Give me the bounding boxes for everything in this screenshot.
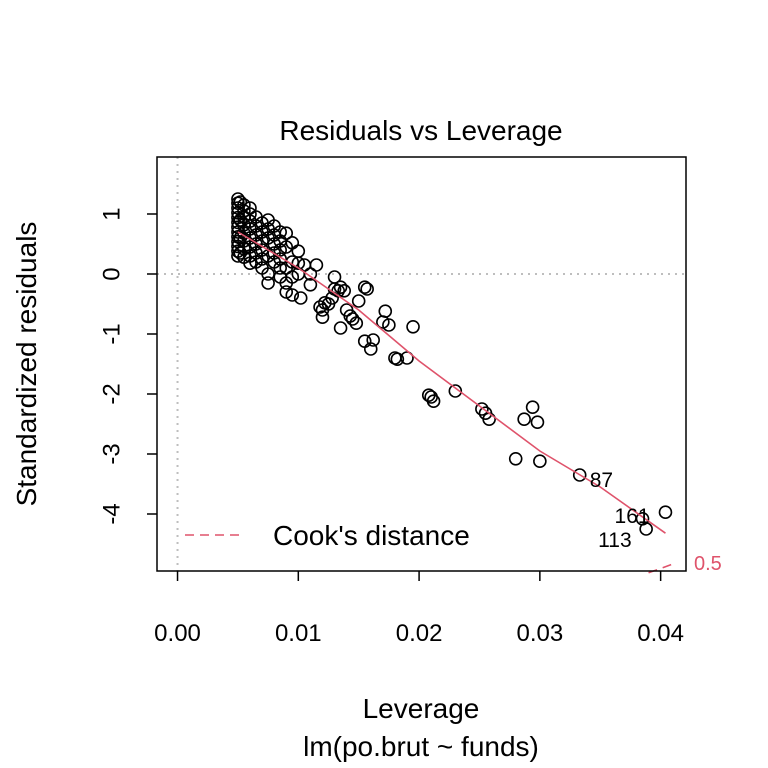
data-point bbox=[303, 277, 318, 292]
data-point bbox=[285, 288, 300, 302]
data-point bbox=[351, 294, 366, 308]
data-point bbox=[333, 321, 348, 335]
x-tick-label: 0.02 bbox=[396, 620, 443, 647]
legend: Cook's distance bbox=[185, 520, 470, 551]
x-axis-title: Leverage bbox=[363, 693, 480, 724]
data-point bbox=[273, 225, 287, 239]
data-point bbox=[345, 312, 360, 326]
data-point bbox=[357, 280, 372, 295]
data-point bbox=[313, 300, 327, 314]
data-point bbox=[406, 319, 420, 334]
data-point bbox=[517, 412, 531, 427]
x-tick-label: 0.00 bbox=[154, 620, 201, 647]
y-tick-label: 1 bbox=[99, 207, 126, 220]
data-point bbox=[390, 352, 405, 367]
smoother-line bbox=[237, 231, 666, 534]
data-point bbox=[533, 454, 547, 469]
data-point bbox=[243, 256, 257, 271]
reference-lines bbox=[157, 157, 686, 571]
x-tick-label: 0.03 bbox=[517, 620, 564, 647]
point-label: 87 bbox=[590, 469, 613, 492]
chart-title: Residuals vs Leverage bbox=[279, 115, 562, 146]
data-point bbox=[475, 402, 489, 416]
data-point bbox=[400, 351, 414, 365]
data-point bbox=[233, 246, 248, 260]
data-point bbox=[273, 261, 287, 275]
y-tick-label: -3 bbox=[99, 443, 126, 464]
y-tick-label: -1 bbox=[99, 323, 126, 344]
data-point bbox=[279, 226, 294, 240]
data-point bbox=[639, 522, 653, 536]
point-label: 161 bbox=[615, 505, 650, 528]
data-point bbox=[337, 283, 352, 298]
legend-label: Cook's distance bbox=[273, 520, 470, 551]
axes: 0.00 0.01 0.02 0.03 0.04 -4 -3 -2 -1 0 1 bbox=[99, 207, 684, 647]
data-point bbox=[363, 342, 378, 356]
data-point bbox=[261, 276, 275, 290]
data-points bbox=[231, 192, 673, 536]
data-point bbox=[426, 394, 441, 409]
point-label: 113 bbox=[598, 529, 631, 552]
y-tick-label: -2 bbox=[99, 383, 126, 404]
y-tick-label: 0 bbox=[99, 267, 126, 280]
data-point bbox=[382, 318, 396, 332]
cook-contour-label: 0.5 bbox=[694, 553, 722, 575]
data-point bbox=[293, 291, 308, 305]
data-point bbox=[349, 316, 364, 331]
data-point bbox=[658, 505, 673, 520]
x-tick-label: 0.04 bbox=[637, 620, 684, 647]
data-point bbox=[333, 280, 348, 295]
data-point bbox=[378, 304, 393, 319]
y-axis-title: Standardized residuals bbox=[11, 222, 42, 507]
x-axis-subtitle: lm(po.brut ~ funds) bbox=[303, 731, 539, 762]
data-point bbox=[327, 270, 342, 284]
data-point bbox=[572, 468, 587, 482]
data-point bbox=[508, 451, 523, 466]
data-point bbox=[233, 195, 248, 209]
x-tick-label: 0.01 bbox=[275, 620, 322, 647]
plot-frame bbox=[156, 156, 687, 572]
data-point bbox=[291, 244, 306, 258]
y-tick-label: -4 bbox=[99, 503, 126, 524]
data-point bbox=[448, 384, 463, 398]
data-point bbox=[530, 415, 545, 430]
data-point bbox=[291, 256, 306, 271]
data-point bbox=[360, 282, 374, 296]
data-point bbox=[309, 258, 324, 272]
data-point bbox=[315, 310, 330, 325]
data-point bbox=[366, 333, 380, 347]
data-point bbox=[525, 400, 540, 415]
